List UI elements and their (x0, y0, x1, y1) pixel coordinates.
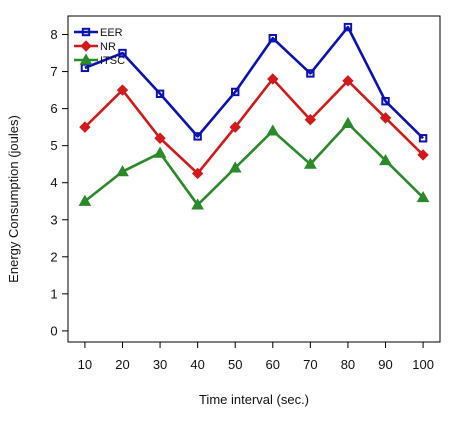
legend-marker-itsc (79, 53, 93, 65)
y-tick-label: 1 (50, 286, 57, 301)
series-eer (80, 22, 428, 143)
data-point-nr (304, 114, 317, 126)
data-point-itsc (116, 165, 129, 177)
legend-label-itsc: ITSC (100, 55, 125, 67)
y-tick-label: 3 (50, 212, 57, 227)
x-axis: 10 20 30 40 50 60 70 80 90 100 (78, 342, 434, 372)
data-point-eer (80, 63, 90, 73)
legend-item-itsc: ITSC (74, 53, 125, 67)
data-point-itsc (379, 153, 392, 166)
plot-area-frame (67, 15, 441, 343)
y-tick-label: 5 (50, 138, 57, 153)
data-point-nr (417, 149, 429, 161)
data-point-itsc (228, 161, 242, 173)
data-point-eer (381, 97, 390, 106)
x-tick-label: 90 (378, 357, 392, 372)
data-point-itsc (304, 157, 317, 169)
data-point-nr (267, 73, 279, 85)
y-tick-label: 6 (50, 101, 57, 116)
data-point-eer (418, 134, 428, 143)
y-axis-title: Energy Consumption (joules) (6, 115, 21, 283)
x-tick-label: 10 (78, 357, 92, 372)
y-axis: 0 1 2 3 4 5 6 7 8 (50, 27, 68, 338)
data-point-itsc (341, 116, 355, 129)
data-point-nr (229, 121, 241, 133)
series-line-eer (84, 25, 425, 140)
y-tick-label: 7 (50, 64, 57, 79)
series-line-itsc (84, 122, 425, 207)
data-point-eer (343, 22, 353, 32)
y-tick-label: 8 (50, 27, 57, 42)
data-point-nr (154, 132, 166, 144)
legend-marker-nr (80, 40, 92, 52)
legend-label-eer: EER (100, 27, 123, 39)
data-point-eer (306, 69, 315, 78)
x-tick-label: 20 (115, 357, 129, 372)
data-point-itsc (153, 146, 167, 158)
data-point-itsc (266, 124, 280, 136)
x-tick-label: 80 (341, 357, 355, 372)
data-point-nr (79, 121, 91, 133)
data-point-eer (118, 48, 127, 58)
legend-item-eer: EER (74, 27, 123, 39)
series-line-nr (83, 77, 425, 175)
x-tick-label: 50 (228, 357, 242, 372)
x-tick-label: 70 (303, 357, 317, 372)
legend-marker-eer (81, 27, 91, 37)
data-point-eer (231, 87, 240, 97)
data-point-eer (155, 89, 165, 98)
x-axis-title: Time interval (sec.) (199, 392, 309, 407)
x-tick-label: 60 (266, 357, 280, 372)
x-tick-label: 40 (190, 357, 204, 372)
legend-label-nr: NR (100, 41, 116, 53)
data-point-eer (268, 34, 277, 43)
x-tick-label: 100 (412, 357, 434, 372)
legend-item-nr: NR (74, 40, 116, 53)
legend: EER NR ITSC (74, 27, 125, 67)
x-tick-label: 30 (153, 357, 167, 372)
data-point-eer (193, 132, 202, 141)
y-tick-label: 4 (50, 175, 57, 190)
y-tick-label: 2 (50, 249, 57, 264)
series-layer (78, 22, 430, 210)
data-point-nr (379, 112, 392, 124)
series-nr (79, 73, 429, 180)
data-point-nr (191, 167, 204, 180)
data-point-itsc (191, 198, 204, 210)
data-point-nr (342, 75, 354, 87)
data-point-itsc (78, 194, 92, 206)
y-tick-label: 0 (50, 323, 57, 338)
data-point-itsc (416, 191, 430, 203)
series-itsc (78, 116, 430, 210)
data-point-nr (116, 84, 129, 96)
